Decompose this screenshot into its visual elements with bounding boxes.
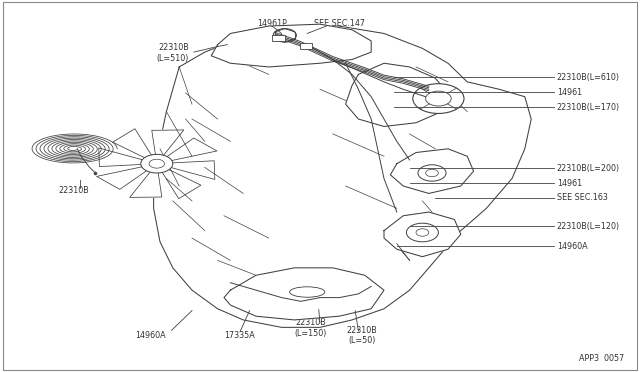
Text: 14961: 14961	[557, 179, 582, 187]
Text: 14961P: 14961P	[257, 19, 287, 28]
Polygon shape	[224, 268, 384, 320]
Text: SEE SEC.147: SEE SEC.147	[314, 19, 365, 28]
Polygon shape	[384, 212, 461, 257]
Polygon shape	[157, 138, 217, 164]
Text: 22310B(L=200): 22310B(L=200)	[557, 164, 620, 173]
Circle shape	[426, 169, 438, 177]
Circle shape	[416, 229, 429, 236]
Text: 22310B
(L=150): 22310B (L=150)	[294, 318, 326, 338]
Text: 22310B(L=120): 22310B(L=120)	[557, 222, 620, 231]
Text: APP3  0057: APP3 0057	[579, 354, 624, 363]
Polygon shape	[113, 129, 157, 164]
Text: 22310B(L=610): 22310B(L=610)	[557, 73, 620, 82]
Circle shape	[413, 84, 464, 113]
Bar	[300, 43, 312, 49]
Text: 22310B
(L=510): 22310B (L=510)	[156, 43, 189, 62]
Bar	[272, 35, 285, 41]
Polygon shape	[390, 149, 474, 193]
Polygon shape	[211, 24, 371, 67]
Polygon shape	[130, 164, 162, 198]
Polygon shape	[97, 164, 157, 189]
Text: SEE SEC.163: SEE SEC.163	[557, 193, 607, 202]
Circle shape	[406, 223, 438, 242]
Circle shape	[141, 154, 173, 173]
Text: 22310B: 22310B	[58, 186, 89, 195]
Circle shape	[273, 29, 296, 42]
Polygon shape	[157, 161, 215, 179]
Text: 17335A: 17335A	[225, 331, 255, 340]
Circle shape	[149, 159, 164, 168]
Text: 14960A: 14960A	[557, 242, 588, 251]
Polygon shape	[346, 63, 448, 126]
Polygon shape	[99, 148, 157, 167]
Text: 14960A: 14960A	[135, 331, 166, 340]
Ellipse shape	[289, 287, 325, 297]
Polygon shape	[157, 164, 201, 199]
Text: 22310B(L=170): 22310B(L=170)	[557, 103, 620, 112]
Circle shape	[426, 91, 451, 106]
Polygon shape	[152, 130, 184, 164]
Circle shape	[418, 165, 446, 181]
Text: 14961: 14961	[557, 88, 582, 97]
Text: 22310B
(L=50): 22310B (L=50)	[346, 326, 377, 345]
